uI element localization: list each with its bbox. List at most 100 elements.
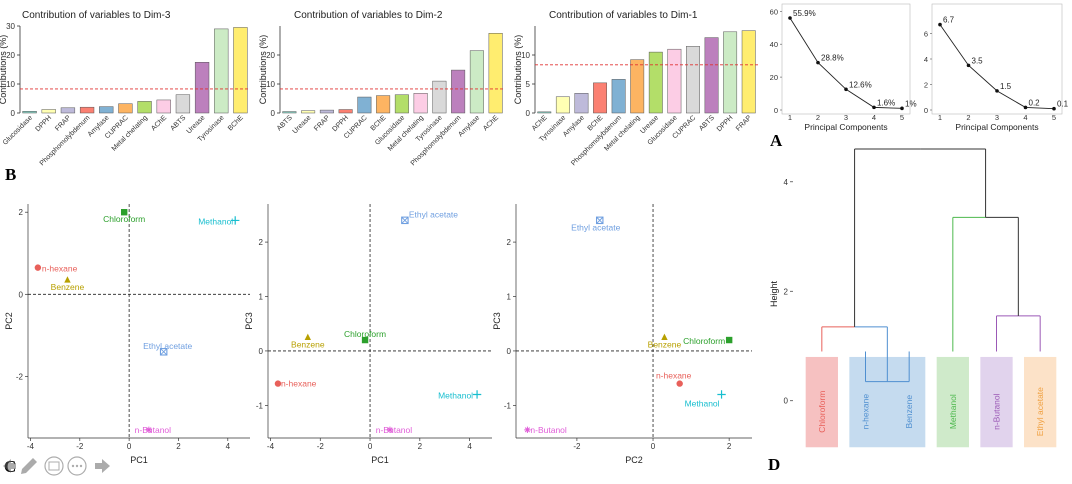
marker bbox=[34, 264, 42, 271]
marker bbox=[361, 336, 369, 344]
bar-amylase bbox=[99, 106, 114, 114]
marker bbox=[676, 380, 683, 387]
bar-cuprac bbox=[686, 46, 700, 114]
data-label: 1.6% bbox=[877, 98, 895, 107]
y-tick-label: 4 bbox=[784, 178, 789, 187]
y-tick-label: 40 bbox=[770, 40, 778, 49]
point-label-chloroform: Chloroform bbox=[344, 329, 386, 339]
data-point bbox=[788, 16, 792, 20]
x-tick-label: 4 bbox=[872, 113, 876, 122]
y-tick-label: 60 bbox=[770, 7, 778, 16]
bar-frap bbox=[60, 107, 76, 114]
x-axis-label: PC1 bbox=[130, 455, 148, 465]
x-tick-label: Urease bbox=[292, 114, 313, 135]
bar-glucosidase bbox=[394, 94, 409, 114]
point-label-methanol: Methanol bbox=[685, 398, 720, 408]
y-tick-label: 0 bbox=[507, 347, 512, 356]
data-label: 0.2 bbox=[1029, 98, 1041, 107]
point-label-benzene: Benzene bbox=[291, 339, 325, 349]
marker bbox=[595, 216, 604, 225]
point-label-ethyl-acetate: Ethyl acetate bbox=[409, 209, 458, 219]
panel-label-b: B bbox=[5, 165, 16, 184]
x-tick-label: 2 bbox=[816, 113, 820, 122]
bar-bche bbox=[376, 95, 391, 114]
data-label: 3.5 bbox=[972, 56, 984, 65]
forward-arrow-icon[interactable] bbox=[95, 459, 110, 473]
bar-metal-chelating bbox=[630, 59, 645, 114]
data-point bbox=[816, 60, 820, 65]
y-tick-label: 10 bbox=[266, 80, 275, 89]
y-tick-label: 1 bbox=[507, 293, 512, 302]
bar-glucosidase bbox=[22, 111, 37, 114]
point-label-ethyl-acetate: Ethyl acetate bbox=[571, 222, 620, 232]
data-point bbox=[938, 22, 942, 27]
bar-chart-dim2: Contribution of variables to Dim-2 Contri… bbox=[258, 10, 505, 167]
y-tick-label: 1 bbox=[259, 293, 264, 302]
x-axis-label: Principal Components bbox=[804, 122, 887, 132]
marker bbox=[145, 426, 153, 433]
y-tick-label: 0 bbox=[19, 290, 24, 299]
back-arrow-icon[interactable] bbox=[3, 459, 16, 473]
y-tick-label: 6 bbox=[924, 30, 928, 39]
marker bbox=[401, 216, 409, 225]
point-label-methanol: Methanol bbox=[438, 390, 473, 400]
data-label: 1.5 bbox=[1000, 82, 1012, 91]
x-tick-label: 4 bbox=[467, 442, 472, 451]
point-label-ethyl-acetate: Ethyl acetate bbox=[143, 341, 192, 351]
bar-tyrosinase bbox=[555, 96, 570, 114]
bar-chart-dim1: Contribution of variables to Dim-1 Contri… bbox=[513, 10, 758, 167]
y-tick-label: 20 bbox=[266, 51, 275, 60]
plot-border bbox=[781, 3, 911, 115]
bar-dpph bbox=[41, 109, 56, 114]
bar-tyrosinase bbox=[214, 28, 229, 114]
x-tick-label: AChE bbox=[482, 114, 500, 132]
bar-phosphomolybdenum bbox=[451, 69, 466, 114]
y-tick-label: 0 bbox=[924, 106, 928, 115]
x-tick-label: FRAP bbox=[313, 114, 331, 132]
data-label: 12.6% bbox=[849, 80, 872, 89]
series-line bbox=[939, 24, 1055, 110]
bar-ache bbox=[488, 33, 503, 114]
panel-label-a: A bbox=[770, 131, 783, 150]
x-tick-label: -4 bbox=[267, 442, 275, 451]
data-point bbox=[966, 63, 971, 68]
bar-amylase bbox=[574, 93, 589, 114]
y-axis-label: Height bbox=[769, 280, 779, 307]
marker bbox=[661, 333, 668, 341]
bar-cuprac bbox=[118, 103, 133, 114]
marker bbox=[717, 390, 726, 399]
y-tick-label: 0 bbox=[784, 397, 789, 406]
score-plot-pc1-pc3: -4 -2 0 2 4 -1 0 1 2 PC1 PC3 Ethyl acetate Benzene Ch… bbox=[244, 204, 492, 465]
y-tick-label: 0 bbox=[774, 106, 778, 115]
slide-icon[interactable] bbox=[44, 456, 64, 476]
x-tick-label: 3 bbox=[844, 113, 848, 122]
x-tick-label: AChE bbox=[150, 114, 168, 132]
y-tick-label: 0 bbox=[271, 109, 276, 118]
data-point bbox=[872, 105, 876, 110]
data-point bbox=[844, 87, 848, 92]
x-tick-label: 1 bbox=[938, 113, 942, 122]
bar-chart-dim3: Contribution of variables to Dim-3 Contri… bbox=[0, 10, 250, 167]
data-point bbox=[900, 106, 904, 111]
point-label-n-butanol: n-Butanol bbox=[376, 425, 412, 435]
more-icon[interactable] bbox=[67, 456, 87, 476]
pencil-icon[interactable] bbox=[21, 458, 37, 474]
series-line bbox=[789, 17, 903, 109]
bar-tyrosinase bbox=[432, 80, 447, 114]
bar-frap bbox=[741, 30, 756, 114]
x-tick-label: 0 bbox=[127, 442, 132, 451]
y-axis-label: Contributions (%) bbox=[0, 35, 8, 105]
x-tick-label: FRAP bbox=[735, 114, 753, 132]
marker-cross bbox=[401, 216, 409, 224]
bar-abts bbox=[175, 94, 191, 114]
data-label: 1% bbox=[905, 99, 917, 108]
x-tick-label: 4 bbox=[1023, 113, 1027, 122]
chart-title: Contribution of variables to Dim-2 bbox=[294, 10, 443, 21]
y-axis-label: Contributions (%) bbox=[258, 35, 268, 105]
y-tick-label: 0 bbox=[11, 109, 16, 118]
marker bbox=[472, 390, 482, 399]
x-axis-label: Principal Components bbox=[955, 122, 1038, 132]
marker-cross bbox=[160, 348, 168, 356]
y-axis-label: PC2 bbox=[4, 312, 14, 330]
